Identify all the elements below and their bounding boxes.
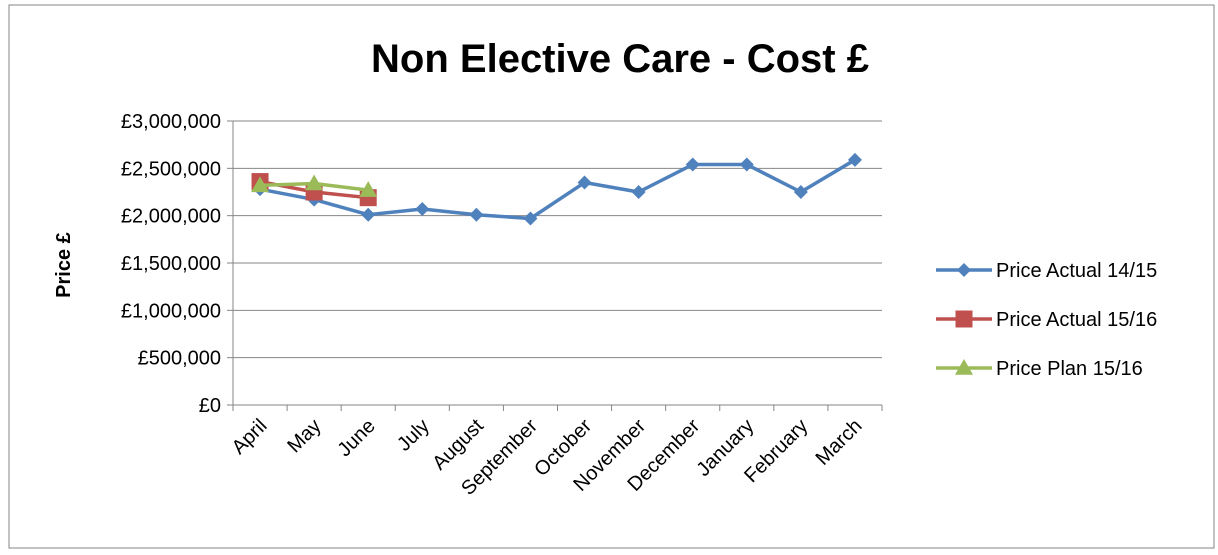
y-tick-label: £1,000,000 (121, 300, 221, 322)
series-line (259, 158, 856, 221)
legend-item-3: Price Plan 15/16 (936, 358, 1143, 380)
chart-title: Non Elective Care - Cost £ (371, 37, 869, 81)
legend-label: Price Actual 14/15 (996, 260, 1157, 282)
data-point (685, 157, 700, 172)
y-tick-label: £500,000 (138, 348, 221, 370)
series-1 (253, 152, 862, 226)
y-tick-label: £2,500,000 (121, 158, 221, 180)
y-tick-label: £0 (199, 395, 221, 417)
series-3 (251, 174, 378, 197)
data-point (793, 185, 808, 199)
legend: Price Actual 14/15 Price Actual 15/16 Pric… (936, 260, 1157, 380)
legend-item-1: Price Actual 14/15 (936, 260, 1157, 282)
legend-marker (957, 263, 971, 277)
y-tick-label: £2,000,000 (121, 206, 221, 228)
legend-item-2: Price Actual 15/16 (936, 309, 1157, 331)
data-point (847, 152, 862, 167)
y-tick-label: £3,000,000 (121, 111, 221, 133)
data-point (631, 185, 646, 199)
series-group (251, 152, 862, 226)
y-axis-label: Price £ (53, 232, 75, 298)
legend-label: Price Plan 15/16 (996, 358, 1143, 380)
data-point (415, 202, 430, 217)
data-point (577, 175, 592, 190)
y-tick-label: £1,500,000 (121, 253, 221, 275)
legend-label: Price Actual 15/16 (996, 309, 1157, 331)
data-point (361, 207, 376, 222)
legend-marker (955, 310, 973, 328)
data-point (251, 176, 270, 193)
chart-border (8, 4, 1215, 549)
data-point (359, 181, 378, 197)
gridlines (233, 120, 882, 359)
legend-marker (955, 359, 973, 375)
data-point (523, 211, 538, 226)
data-point (739, 157, 754, 172)
data-point (469, 207, 484, 222)
data-point (305, 174, 324, 191)
